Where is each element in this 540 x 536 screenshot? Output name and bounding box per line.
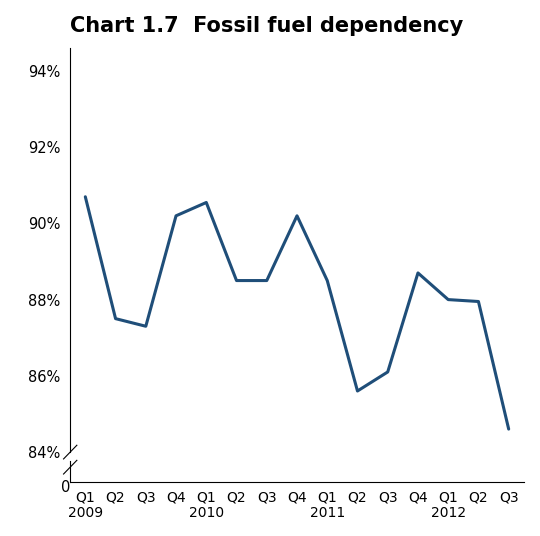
Text: 0: 0 <box>61 480 70 495</box>
Text: Chart 1.7  Fossil fuel dependency: Chart 1.7 Fossil fuel dependency <box>70 16 463 35</box>
